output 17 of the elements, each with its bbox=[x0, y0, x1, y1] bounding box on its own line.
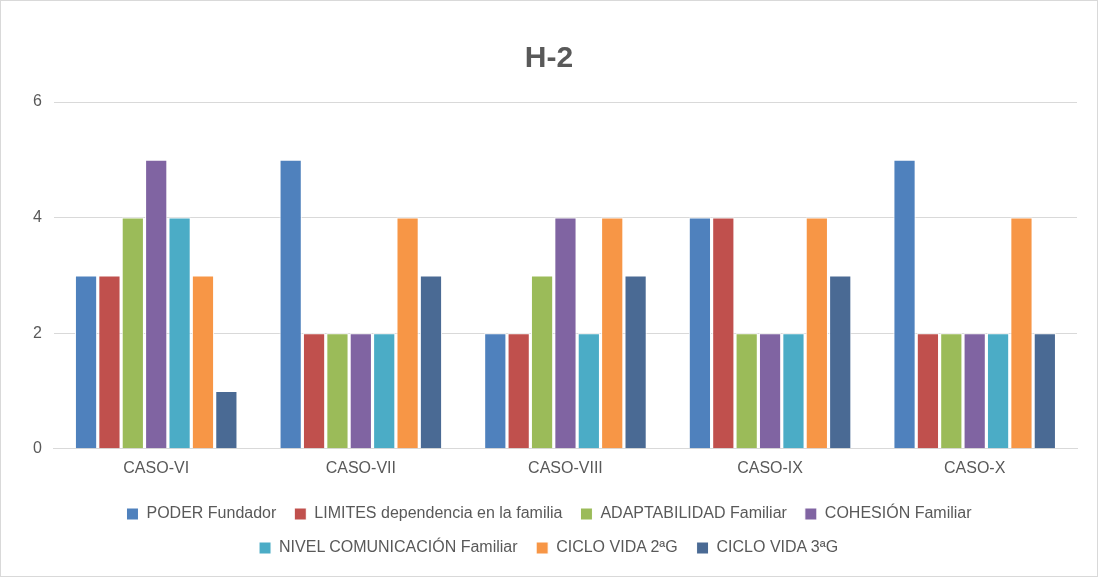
legend-label: LIMITES dependencia en la familia bbox=[314, 504, 563, 522]
x-tick-label: CASO-X bbox=[944, 458, 1006, 476]
y-tick-label: 6 bbox=[32, 92, 42, 110]
x-tick-label: CASO-VII bbox=[325, 458, 396, 476]
x-tick-label: CASO-VIII bbox=[528, 458, 603, 476]
x-tick-label: CASO-VI bbox=[123, 458, 190, 476]
legend-label: CICLO VIDA 2ªG bbox=[556, 538, 678, 556]
x-tick-label: CASO-IX bbox=[737, 458, 804, 476]
legend-label: PODER Fundador bbox=[146, 504, 277, 522]
legend-label: CICLO VIDA 3ªG bbox=[716, 538, 839, 556]
y-tick-label: 2 bbox=[32, 323, 42, 341]
legend-label: NIVEL COMUNICACIÓN Familiar bbox=[279, 537, 519, 556]
legend-label: ADAPTABILIDAD Familiar bbox=[600, 504, 788, 522]
chart-title: H-2 bbox=[524, 40, 574, 74]
legend-label: COHESIÓN Familiar bbox=[824, 503, 973, 522]
y-tick-label: 4 bbox=[32, 208, 42, 226]
y-tick-label: 0 bbox=[32, 439, 42, 457]
